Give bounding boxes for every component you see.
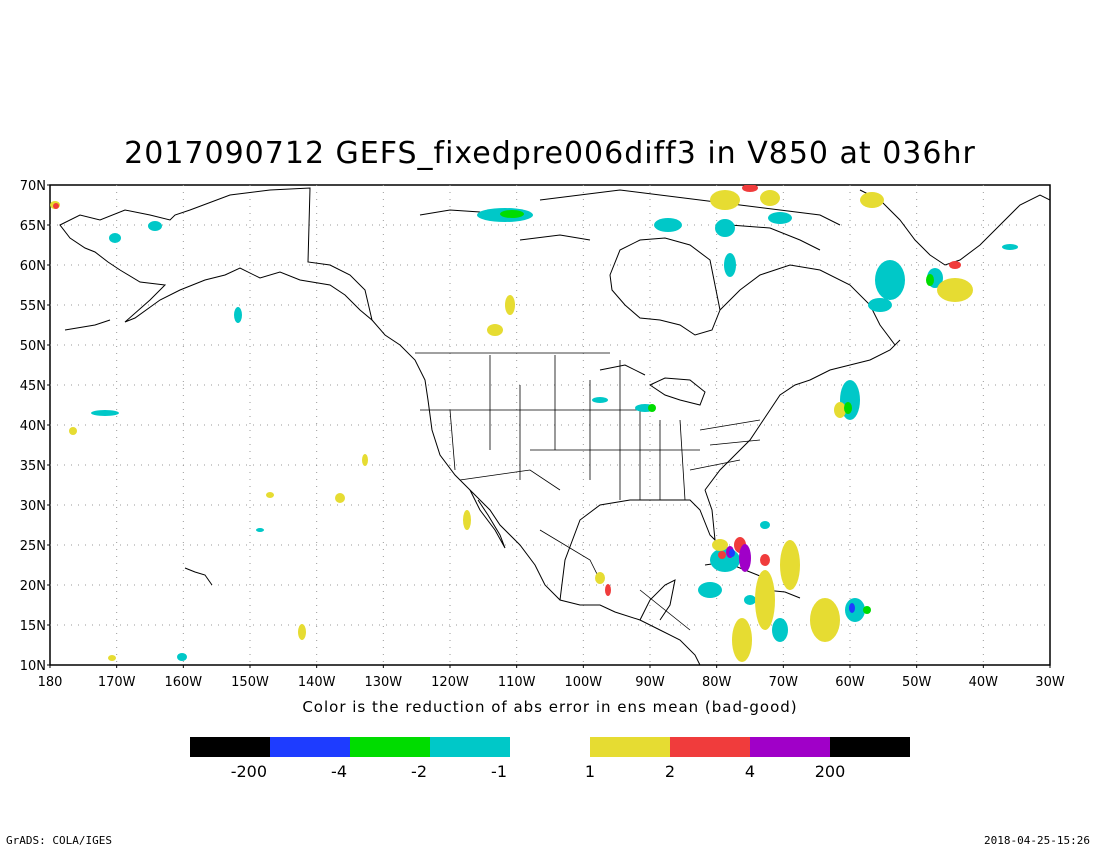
lon-tick-label: 30W <box>1035 675 1065 690</box>
lon-tick-label: 80W <box>702 675 732 690</box>
colorbar-label: 2 <box>665 762 675 781</box>
latitude-labels: 70N 65N 60N 55N 50N 45N 40N 35N 30N 25N 20N 15N 10N <box>20 179 50 674</box>
map-frame <box>49 184 1051 666</box>
gulf-coast <box>559 489 716 601</box>
lat-tick-label: 15N <box>20 619 46 634</box>
lat-tick-label: 65N <box>20 219 46 234</box>
lat-tick-label: 70N <box>20 179 46 194</box>
lon-tick-label: 60W <box>835 675 865 690</box>
lon-tick-label: 130W <box>364 675 402 690</box>
west-coast <box>371 319 701 665</box>
longitude-labels: 180 170W 160W 150W 140W 130W 120W 110W 100W 90W 80… <box>38 665 1065 690</box>
lon-tick-label: 70W <box>769 675 799 690</box>
lat-tick-label: 55N <box>20 299 46 314</box>
colorbar-swatch-negative <box>430 737 510 757</box>
political-boundaries <box>415 352 761 631</box>
lat-tick-label: 20N <box>20 579 46 594</box>
colorbar-swatch-positive <box>750 737 830 757</box>
lon-tick-label: 100W <box>564 675 602 690</box>
colorbar-caption: Color is the reduction of abs error in e… <box>302 698 798 716</box>
lat-tick-label: 30N <box>20 499 46 514</box>
lon-tick-label: 120W <box>431 675 469 690</box>
colorbar-label: -4 <box>331 762 347 781</box>
lon-tick-label: 170W <box>98 675 136 690</box>
lon-tick-label: 150W <box>231 675 269 690</box>
lat-tick-label: 35N <box>20 459 46 474</box>
lat-tick-label: 45N <box>20 379 46 394</box>
colorbar-swatch-positive <box>590 737 670 757</box>
lon-tick-label: 40W <box>969 675 999 690</box>
colorbar-label: -200 <box>231 762 267 781</box>
colorbar-label: 200 <box>815 762 846 781</box>
hudson-bay <box>609 237 721 336</box>
lon-tick-label: 160W <box>164 675 202 690</box>
lat-tick-label: 10N <box>20 659 46 674</box>
colorbar-label: 4 <box>745 762 755 781</box>
lat-tick-label: 50N <box>20 339 46 354</box>
colorbar-label: -2 <box>411 762 427 781</box>
lon-tick-label: 50W <box>902 675 932 690</box>
colorbar-swatch-positive <box>830 737 910 757</box>
plot-title: 2017090712 GEFS_fixedpre006diff3 in V850… <box>124 136 976 171</box>
colorbar-swatch-negative <box>350 737 430 757</box>
lon-tick-label: 90W <box>635 675 665 690</box>
east-coast <box>704 339 901 491</box>
alaska-coast <box>59 187 373 323</box>
lat-tick-label: 25N <box>20 539 46 554</box>
lon-tick-label: 140W <box>298 675 336 690</box>
colorbar-label: 1 <box>585 762 595 781</box>
coastlines <box>59 187 1050 665</box>
colorbar-swatch-positive <box>670 737 750 757</box>
footer-software-credit: GrADS: COLA/IGES <box>6 834 112 847</box>
colorbar-label: -1 <box>491 762 507 781</box>
colorbar: -200 -4 -2 -1 1 2 4 200 <box>190 737 910 781</box>
anomaly-fields <box>50 185 1018 662</box>
colorbar-swatch-negative <box>270 737 350 757</box>
lon-tick-label: 110W <box>498 675 536 690</box>
lat-tick-label: 60N <box>20 259 46 274</box>
colorbar-swatch-negative <box>190 737 270 757</box>
lon-tick-label: 180 <box>38 675 63 690</box>
footer-timestamp: 2018-04-25-15:26 <box>984 834 1090 847</box>
lat-tick-label: 40N <box>20 419 46 434</box>
